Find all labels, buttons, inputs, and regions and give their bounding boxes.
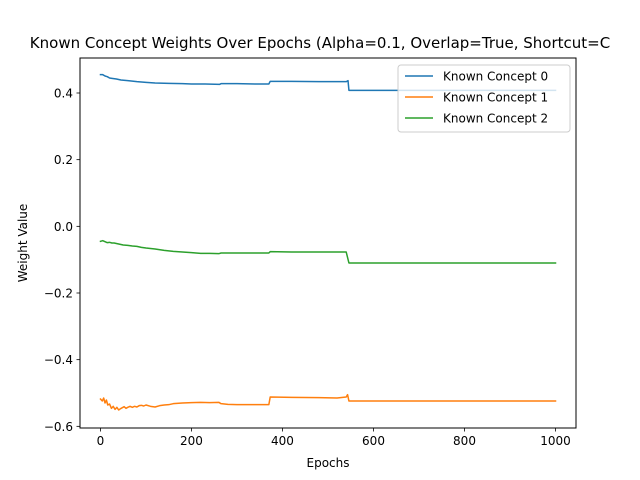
legend-box	[397, 64, 571, 133]
legend-label-2: Known Concept 2	[443, 112, 548, 126]
plot-lines	[99, 73, 557, 411]
y-tick-label: −0.2	[44, 287, 73, 301]
y-tick-label: 0.4	[54, 87, 73, 101]
chart-title: Known Concept Weights Over Epochs (Alpha…	[30, 34, 610, 52]
x-axis-label: Epochs	[307, 456, 350, 470]
legend: Known Concept 0 Known Concept 1 Known Conc…	[397, 64, 571, 133]
series-line-1	[99, 393, 557, 411]
x-tick-label: 800	[453, 434, 476, 448]
x-axis-ticks: 0 200 400 600 800 1000	[97, 428, 571, 448]
series-line-2	[99, 239, 557, 264]
series-line-0	[99, 73, 557, 92]
x-tick-label: 200	[180, 434, 203, 448]
y-tick-label: −0.4	[44, 353, 73, 367]
legend-label-1: Known Concept 1	[443, 91, 548, 105]
y-tick-label: 0.0	[54, 220, 73, 234]
x-tick-label: 0	[97, 434, 105, 448]
x-tick-label: 1000	[540, 434, 571, 448]
x-tick-label: 600	[362, 434, 385, 448]
legend-label-0: Known Concept 0	[443, 70, 548, 84]
y-axis-label: Weight Value	[16, 204, 30, 283]
y-tick-label: −0.6	[44, 420, 73, 434]
plot-frame	[79, 57, 577, 429]
y-tick-label: 0.2	[54, 153, 73, 167]
y-axis-ticks: −0.6 −0.4 −0.2 0.0 0.2 0.4	[44, 87, 80, 434]
x-tick-label: 400	[271, 434, 294, 448]
